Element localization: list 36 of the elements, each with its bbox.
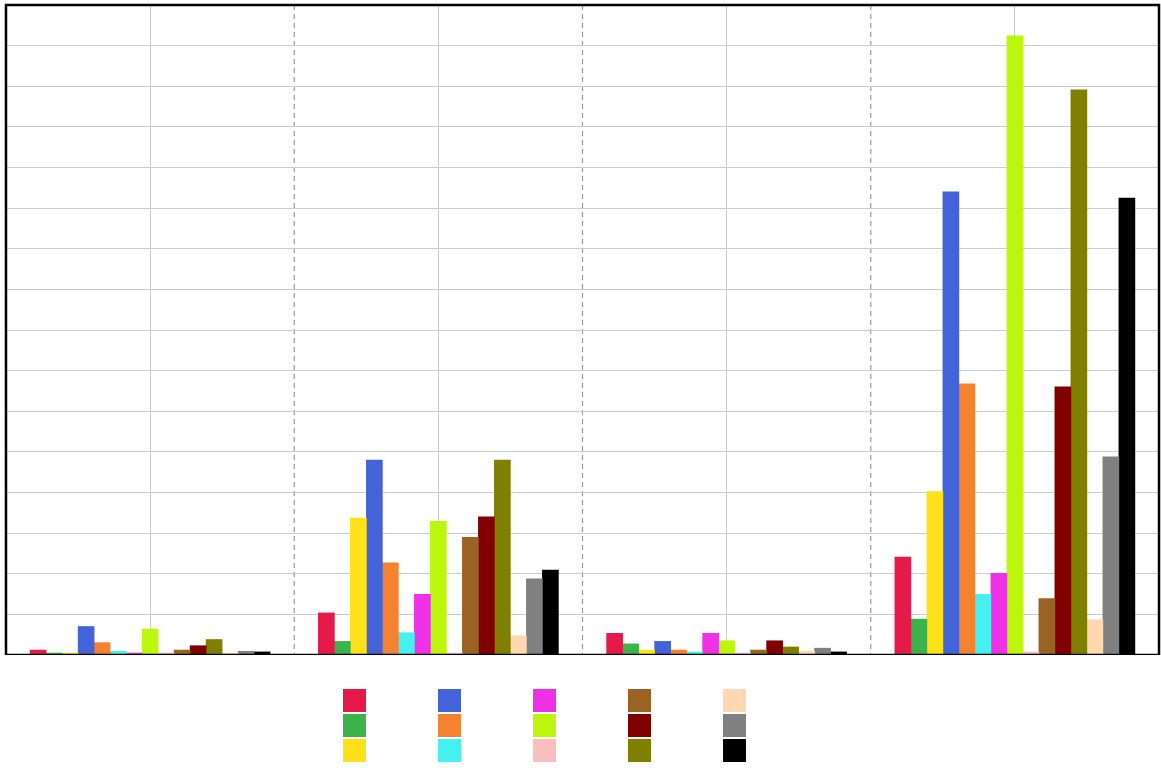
- bar: [958, 383, 976, 655]
- bar: [510, 635, 527, 655]
- bar: [478, 516, 495, 655]
- bar: [430, 520, 447, 655]
- bar: [1054, 386, 1072, 655]
- bar: [93, 642, 111, 655]
- bar: [77, 626, 95, 655]
- bar: [718, 640, 735, 655]
- bar: [974, 594, 992, 655]
- bar: [990, 572, 1008, 655]
- bar: [654, 641, 671, 655]
- bar: [350, 517, 367, 655]
- bar: [702, 633, 719, 655]
- bar: [606, 633, 623, 655]
- bar: [1038, 598, 1056, 655]
- bar: [462, 537, 479, 655]
- bar: [205, 639, 223, 655]
- bar: [926, 491, 944, 655]
- bar: [766, 640, 783, 655]
- bar: [1070, 89, 1088, 655]
- bar: [366, 459, 383, 655]
- bar: [1102, 456, 1120, 655]
- bar: [494, 459, 511, 655]
- bar: [382, 562, 399, 655]
- bar: [141, 628, 159, 655]
- bar: [1006, 35, 1024, 655]
- bar: [1086, 619, 1104, 655]
- bar: [526, 578, 543, 655]
- bar: [318, 612, 335, 655]
- bar: [910, 618, 928, 655]
- bar: [414, 594, 431, 655]
- bar: [894, 556, 912, 655]
- bar: [334, 641, 351, 655]
- bar: [398, 632, 415, 655]
- bar: [942, 191, 960, 655]
- bar: [189, 645, 207, 655]
